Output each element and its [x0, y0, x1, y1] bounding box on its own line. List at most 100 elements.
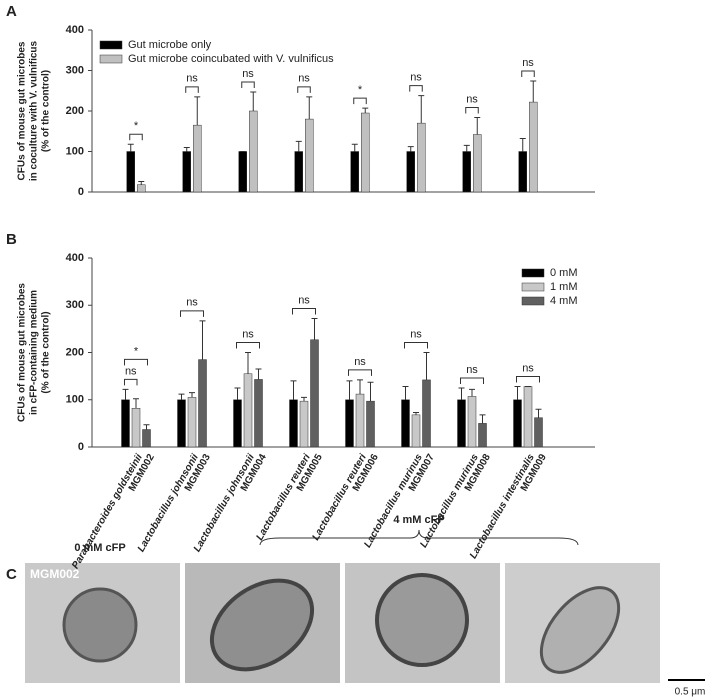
significance-bracket	[297, 86, 311, 93]
bar	[411, 414, 421, 448]
significance-label: *	[134, 345, 139, 357]
significance-label: ns	[354, 356, 366, 368]
y-axis-label: (% of the control)	[41, 311, 52, 393]
bar	[401, 399, 410, 448]
scale-label: 0.5 μm	[675, 687, 706, 698]
y-axis-label: in cFP-containing medium	[29, 290, 40, 415]
error-bar	[418, 95, 425, 124]
significance-bracket	[348, 369, 372, 376]
error-bar	[463, 144, 470, 152]
error-bar	[306, 96, 313, 120]
error-bar	[362, 107, 369, 114]
significance-label: ns	[466, 93, 478, 105]
y-tick-label: 0	[78, 186, 84, 198]
bar	[299, 400, 309, 448]
significance-label: ns	[466, 364, 478, 376]
significance-bracket	[292, 307, 316, 315]
bar	[182, 151, 191, 193]
significance-label: ns	[410, 328, 422, 340]
error-bar	[311, 317, 318, 340]
bar	[355, 393, 365, 448]
error-bar	[301, 396, 307, 402]
y-tick-label: 400	[66, 252, 84, 264]
bar	[243, 373, 253, 448]
legend-swatch	[521, 282, 545, 292]
bar	[126, 151, 135, 193]
legend-label: 0 mM	[550, 267, 578, 279]
error-bar	[143, 424, 150, 430]
error-bar	[255, 368, 262, 380]
y-tick-label: 400	[66, 24, 84, 36]
significance-bracket	[180, 310, 204, 317]
error-bar	[127, 143, 134, 152]
error-bar	[519, 138, 526, 152]
legend-label: Gut microbe coincubated with V. vulnific…	[128, 53, 334, 65]
legend-swatch	[99, 40, 123, 50]
error-bar	[234, 387, 241, 400]
error-bar	[133, 398, 139, 409]
legend-label: Gut microbe only	[128, 39, 212, 51]
y-axis-label: (% of the control)	[41, 70, 52, 152]
bar	[177, 399, 186, 448]
condition-label: 4 mM cFP	[393, 514, 444, 526]
error-bar	[458, 387, 465, 400]
bar	[305, 118, 314, 193]
y-tick-label: 100	[66, 394, 84, 406]
significance-bracket	[353, 97, 367, 105]
bar	[294, 151, 303, 193]
bar	[193, 124, 202, 193]
error-bar	[189, 392, 195, 398]
legend-label: 4 mM	[550, 295, 578, 307]
error-bar	[402, 386, 409, 400]
significance-bracket	[124, 378, 138, 386]
y-axis-label: CFUs of mouse gut microbes	[17, 41, 28, 180]
panel-label: A	[6, 3, 17, 20]
panel-label: B	[6, 231, 17, 248]
error-bar	[295, 140, 302, 152]
significance-label: ns	[242, 328, 254, 340]
bar	[345, 399, 354, 448]
bar	[249, 110, 258, 193]
error-bar	[346, 380, 353, 400]
bar	[350, 151, 359, 193]
cell	[209, 578, 315, 672]
panel-label: C	[6, 566, 17, 583]
significance-label: ns	[186, 73, 198, 85]
y-tick-label: 200	[66, 105, 84, 117]
significance-bracket	[185, 86, 199, 93]
strain-label: MGM002	[30, 567, 80, 581]
error-bar	[530, 80, 537, 103]
significance-label: ns	[298, 294, 310, 306]
bar	[529, 101, 538, 193]
error-bar	[122, 388, 129, 400]
significance-label: ns	[410, 72, 422, 84]
significance-bracket	[521, 70, 535, 78]
significance-label: *	[358, 84, 363, 96]
bar	[518, 151, 527, 193]
y-tick-label: 200	[66, 346, 84, 358]
significance-label: *	[134, 120, 139, 132]
error-bar	[514, 386, 521, 400]
bar	[233, 399, 242, 448]
y-axis-label: in coculture with V. vulnificus	[29, 40, 40, 181]
legend-label: 1 mM	[550, 281, 578, 293]
y-tick-label: 300	[66, 299, 84, 311]
bar	[361, 112, 370, 193]
bar	[462, 151, 471, 193]
bar	[422, 379, 431, 448]
bar	[142, 429, 151, 448]
error-bar	[469, 388, 475, 397]
micrographs	[25, 529, 705, 683]
significance-label: ns	[186, 297, 198, 309]
bar	[310, 339, 319, 448]
significance-label: ns	[125, 365, 137, 377]
error-bar	[290, 380, 297, 400]
significance-label: ns	[522, 57, 534, 69]
bar	[467, 396, 477, 448]
error-bar	[407, 146, 414, 152]
y-axis-label: CFUs of mouse gut microbes	[17, 283, 28, 422]
error-bar	[351, 143, 358, 152]
significance-bracket	[124, 358, 148, 366]
bar	[121, 399, 130, 448]
